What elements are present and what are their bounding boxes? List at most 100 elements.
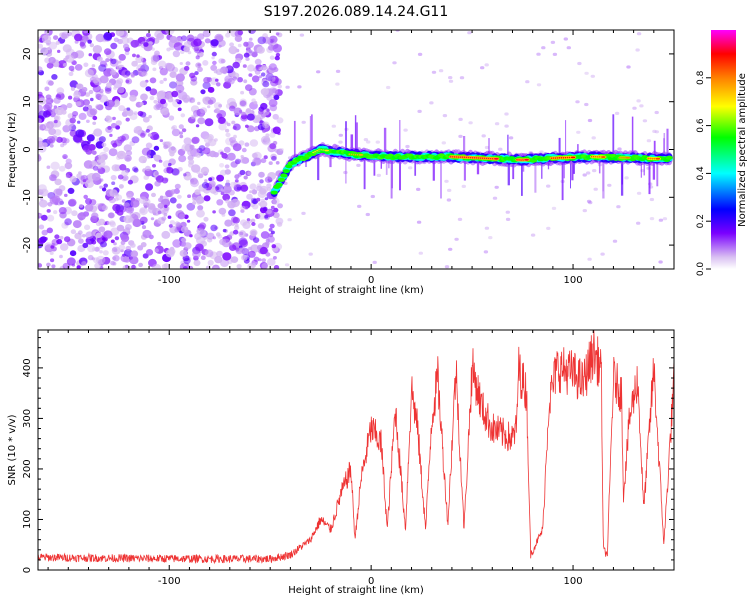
- noise-speck: [376, 173, 381, 177]
- noise-speck: [92, 76, 100, 84]
- noise-speck: [180, 226, 189, 233]
- noise-speck: [232, 76, 238, 81]
- noise-speck: [165, 30, 175, 35]
- noise-speck: [484, 63, 489, 67]
- noise-speck: [467, 31, 472, 35]
- noise-speck: [92, 165, 99, 171]
- noise-speck: [238, 248, 245, 253]
- noise-speck: [504, 112, 509, 116]
- noise-speck: [49, 144, 54, 148]
- noise-speck: [103, 146, 109, 153]
- noise-speck: [251, 189, 258, 195]
- noise-speck: [166, 166, 171, 171]
- noise-speck: [256, 197, 261, 202]
- noise-speck: [61, 109, 67, 115]
- noise-speck: [145, 86, 152, 92]
- noise-speck: [219, 163, 225, 168]
- noise-speck: [133, 167, 139, 173]
- noise-speck: [492, 196, 498, 200]
- noise-speck: [123, 255, 131, 263]
- noise-speck: [197, 205, 204, 211]
- noise-speck: [654, 130, 659, 134]
- noise-speck: [171, 168, 180, 176]
- noise-speck: [105, 58, 110, 63]
- noise-speck: [563, 37, 568, 41]
- noise-speck: [584, 102, 589, 107]
- noise-speck: [654, 110, 659, 115]
- noise-speck: [228, 46, 238, 55]
- snr-xtick-label: 0: [368, 576, 374, 587]
- noise-speck: [265, 133, 270, 137]
- noise-speck: [236, 186, 241, 191]
- spectrogram-ylabel: Frequency (Hz): [7, 112, 18, 188]
- noise-speck: [136, 54, 140, 58]
- noise-speck: [170, 189, 176, 195]
- noise-speck: [92, 121, 97, 126]
- noise-speck: [235, 247, 240, 252]
- noise-speck: [268, 44, 275, 51]
- noise-speck: [277, 203, 283, 209]
- noise-speck: [64, 193, 68, 197]
- noise-speck: [49, 251, 54, 255]
- noise-speck: [73, 91, 81, 99]
- noise-speck: [259, 179, 264, 184]
- noise-speck: [279, 148, 284, 152]
- noise-speck: [617, 147, 622, 151]
- noise-speck: [88, 144, 96, 151]
- noise-speck: [78, 112, 87, 120]
- noise-speck: [636, 32, 642, 36]
- noise-speck: [162, 110, 170, 117]
- noise-speck: [169, 81, 177, 89]
- noise-speck: [38, 199, 48, 208]
- noise-speck: [198, 229, 207, 237]
- noise-speck: [505, 210, 510, 214]
- spectrogram-ytick-label: 20: [22, 48, 33, 61]
- noise-speck: [148, 115, 152, 119]
- noise-speck: [118, 53, 126, 61]
- noise-speck: [335, 82, 340, 86]
- noise-speck: [438, 69, 444, 73]
- noise-speck: [171, 90, 179, 98]
- noise-speck: [268, 63, 277, 71]
- noise-speck: [224, 169, 231, 175]
- noise-speck: [131, 213, 136, 218]
- noise-speck: [142, 229, 152, 239]
- noise-speck: [38, 140, 44, 148]
- noise-speck: [575, 100, 580, 104]
- noise-speck: [448, 247, 453, 251]
- noise-speck: [536, 83, 542, 87]
- noise-speck: [109, 189, 118, 198]
- noise-speck: [216, 199, 224, 206]
- noise-speck: [203, 195, 211, 202]
- noise-speck: [145, 165, 151, 171]
- noise-speck: [46, 136, 56, 144]
- snr-frame: [37, 329, 675, 571]
- noise-speck: [82, 106, 89, 112]
- noise-speck: [269, 143, 277, 150]
- noise-speck: [115, 30, 125, 37]
- noise-speck: [190, 177, 198, 185]
- noise-speck: [101, 142, 107, 147]
- noise-speck: [38, 118, 42, 124]
- noise-speck: [103, 183, 108, 188]
- noise-speck: [614, 111, 620, 115]
- noise-speck: [128, 217, 134, 223]
- noise-speck: [127, 179, 133, 185]
- noise-speck: [190, 179, 200, 188]
- noise-speck: [167, 215, 172, 219]
- noise-speck: [60, 143, 65, 148]
- noise-speck: [234, 158, 241, 165]
- noise-speck: [331, 124, 336, 128]
- noise-speck: [68, 198, 77, 207]
- noise-speck: [68, 95, 73, 100]
- noise-speck: [105, 126, 113, 133]
- noise-speck: [138, 196, 148, 204]
- noise-speck: [142, 116, 150, 123]
- spectrogram-ridge: [270, 114, 673, 201]
- noise-speck: [54, 234, 60, 239]
- noise-speck: [484, 226, 490, 230]
- noise-speck: [403, 128, 408, 132]
- noise-speck: [261, 137, 271, 146]
- noise-speck: [38, 123, 45, 131]
